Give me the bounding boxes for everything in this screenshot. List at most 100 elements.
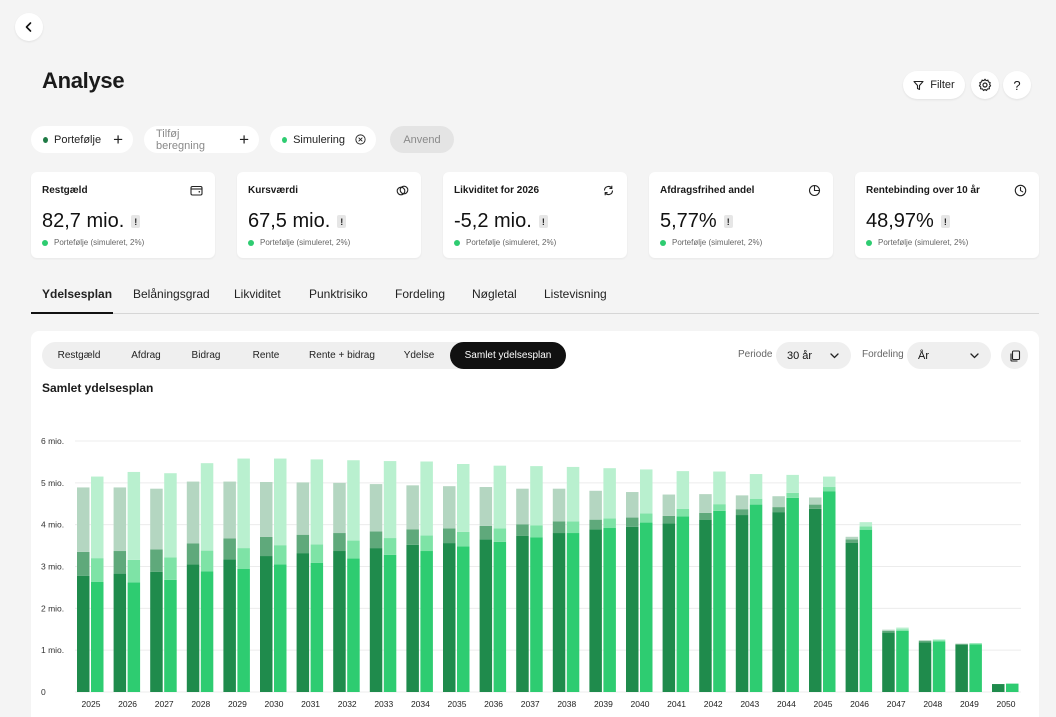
bar-segment[interactable] [882,629,895,631]
bar-segment[interactable] [1006,683,1019,692]
bar-segment[interactable] [809,497,822,505]
bar-segment[interactable] [809,504,822,509]
bar-segment[interactable] [310,544,324,563]
bar-segment[interactable] [237,569,250,692]
bar-segment[interactable] [113,573,127,692]
bar-segment[interactable] [589,490,602,520]
bar-segment[interactable] [735,509,749,516]
plus-icon[interactable]: + [239,130,249,149]
bar-segment[interactable] [260,556,273,692]
bar-segment[interactable] [164,473,177,558]
bar-segment[interactable] [918,640,932,643]
filter-button[interactable]: Filter [903,71,965,99]
bar-segment[interactable] [823,476,836,488]
bar-segment[interactable] [164,557,177,580]
bar-segment[interactable] [186,543,200,565]
bar-segment[interactable] [859,522,873,527]
bar-segment[interactable] [640,469,653,514]
bar-segment[interactable] [383,554,397,692]
bar-segment[interactable] [333,551,346,692]
bar-segment[interactable] [566,533,580,692]
bar-segment[interactable] [713,510,726,692]
back-button[interactable] [15,13,43,41]
bar-segment[interactable] [662,515,676,524]
bar-segment[interactable] [699,494,712,513]
bar-segment[interactable] [310,562,324,692]
bar-segment[interactable] [772,512,785,692]
bar-segment[interactable] [786,497,799,692]
bar-segment[interactable] [992,684,1005,692]
bar-segment[interactable] [699,519,712,692]
bar-segment[interactable] [896,629,909,631]
bar-segment[interactable] [443,543,456,692]
bar-segment[interactable] [552,488,566,522]
bar-segment[interactable] [274,545,287,565]
close-circle-icon[interactable] [355,133,366,146]
segment-bidrag[interactable]: Bidrag [191,350,221,361]
bar-segment[interactable] [932,640,946,642]
bar-segment[interactable] [493,528,507,542]
bar-segment[interactable] [113,487,127,552]
bar-segment[interactable] [589,529,602,692]
bar-segment[interactable] [296,534,310,554]
bar-segment[interactable] [200,571,214,692]
copy-button[interactable] [1001,342,1028,369]
tab-listevisning[interactable]: Listevisning [544,287,607,301]
bar-segment[interactable] [626,526,639,692]
bar-segment[interactable] [223,481,236,539]
bar-segment[interactable] [516,488,529,525]
bar-segment[interactable] [516,535,529,692]
bar-segment[interactable] [223,538,236,560]
bar-segment[interactable] [918,642,932,692]
bar-segment[interactable] [772,496,785,508]
bar-segment[interactable] [347,460,360,541]
tab-likviditet[interactable]: Likviditet [234,287,281,301]
bar-segment[interactable] [369,531,383,549]
bar-segment[interactable] [530,537,543,692]
bar-segment[interactable] [516,524,529,536]
bar-segment[interactable] [713,504,726,511]
bar-segment[interactable] [786,492,799,498]
bar-segment[interactable] [882,630,895,633]
bar-segment[interactable] [735,495,749,510]
bar-segment[interactable] [530,525,543,538]
bar-segment[interactable] [809,508,822,692]
distribution-dropdown[interactable]: År [907,342,991,369]
bar-segment[interactable] [566,521,580,534]
bar-segment[interactable] [823,491,836,692]
bar-segment[interactable] [786,474,799,493]
bar-segment[interactable] [845,539,859,543]
bar-segment[interactable] [932,641,946,692]
bar-segment[interactable] [443,528,456,544]
bar-segment[interactable] [823,487,836,492]
tab-punktrisiko[interactable]: Punktrisiko [309,287,368,301]
bar-segment[interactable] [237,548,250,570]
bar-segment[interactable] [493,465,507,529]
bar-segment[interactable] [662,523,676,692]
bar-segment[interactable] [237,458,250,549]
bar-segment[interactable] [383,538,397,555]
bar-segment[interactable] [77,487,90,552]
tab-noegletal[interactable]: Nøgletal [472,287,517,301]
bar-segment[interactable] [859,526,873,530]
bar-segment[interactable] [676,471,690,509]
simulation-chip[interactable]: Simulering [270,126,376,153]
bar-segment[interactable] [369,548,383,692]
bar-segment[interactable] [640,522,653,692]
bar-segment[interactable] [333,482,346,534]
bar-segment[interactable] [676,516,690,692]
bar-segment[interactable] [955,644,968,692]
bar-segment[interactable] [164,579,177,692]
bar-segment[interactable] [296,482,310,535]
bar-segment[interactable] [603,518,616,529]
bar-segment[interactable] [347,558,360,692]
apply-button[interactable]: Anvend [390,126,454,153]
segment-samlet-ydelsesplan[interactable]: Samlet ydelsesplan [450,342,566,369]
tab-ydelsesplan[interactable]: Ydelsesplan [42,287,113,301]
bar-segment[interactable] [626,492,639,518]
bar-segment[interactable] [603,528,616,692]
bar-segment[interactable] [260,481,273,537]
bar-segment[interactable] [772,507,785,513]
bar-segment[interactable] [91,558,104,582]
bar-segment[interactable] [882,632,895,692]
